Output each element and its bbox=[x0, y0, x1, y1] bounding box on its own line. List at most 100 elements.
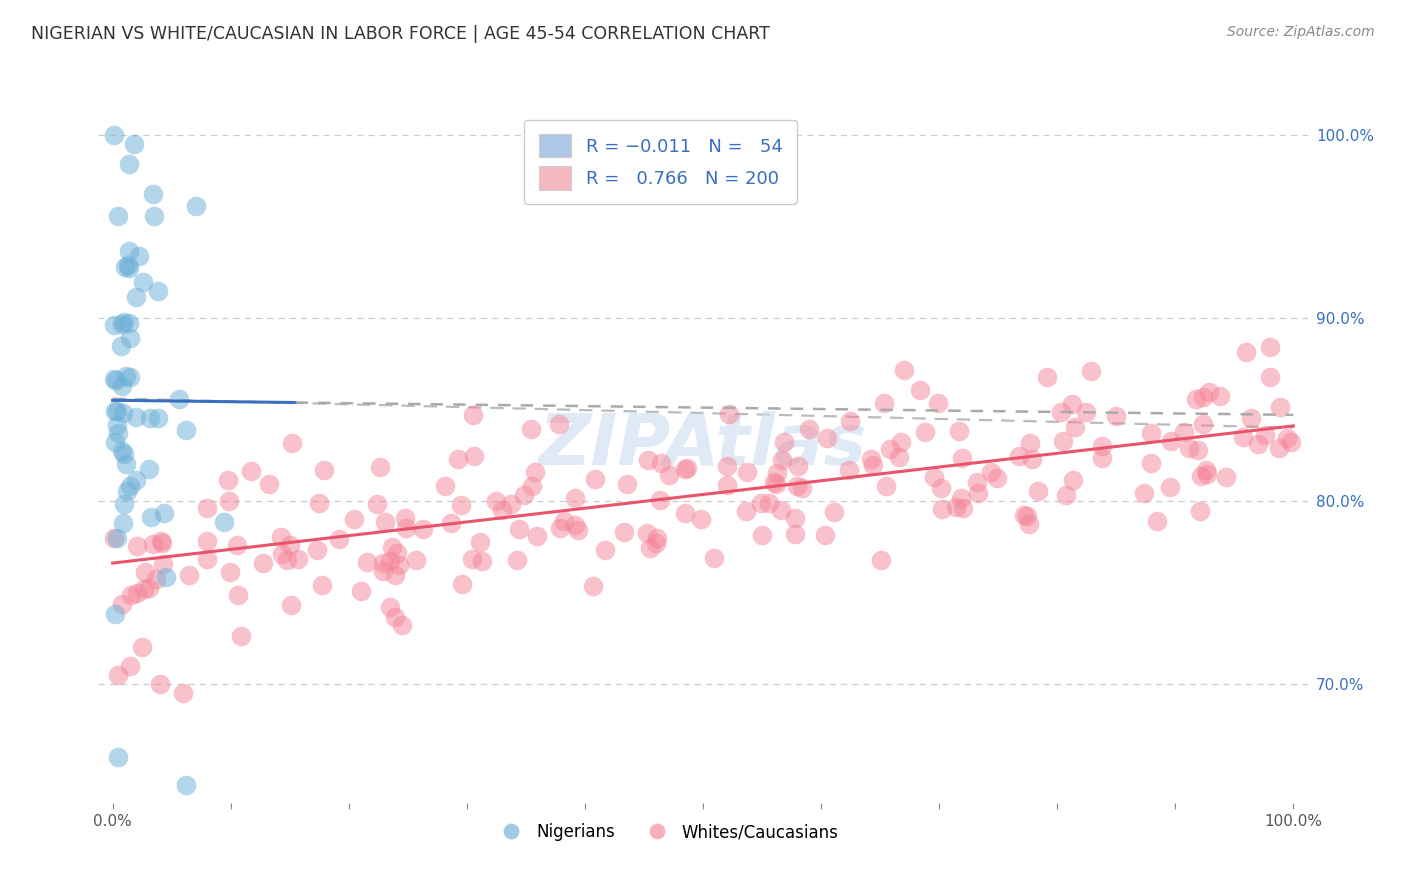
Point bbox=[378, 600, 401, 615]
Point bbox=[118, 157, 141, 171]
Point bbox=[875, 479, 897, 493]
Point bbox=[124, 473, 146, 487]
Point bbox=[1139, 426, 1161, 441]
Point bbox=[553, 514, 575, 528]
Point bbox=[172, 686, 194, 700]
Point bbox=[384, 568, 406, 582]
Point bbox=[735, 503, 758, 517]
Point bbox=[636, 525, 658, 540]
Point bbox=[218, 494, 240, 508]
Point bbox=[463, 449, 485, 463]
Point bbox=[146, 411, 169, 425]
Point bbox=[676, 460, 699, 475]
Point bbox=[567, 523, 589, 537]
Point bbox=[1209, 388, 1232, 402]
Point bbox=[356, 555, 378, 569]
Point bbox=[1268, 441, 1291, 455]
Point bbox=[103, 318, 125, 332]
Point bbox=[1173, 425, 1195, 439]
Point bbox=[1195, 462, 1218, 476]
Point bbox=[177, 568, 200, 582]
Point bbox=[1247, 437, 1270, 451]
Point bbox=[343, 512, 366, 526]
Point bbox=[450, 498, 472, 512]
Point bbox=[887, 450, 910, 465]
Point bbox=[270, 530, 292, 544]
Point bbox=[1189, 469, 1212, 483]
Point bbox=[311, 578, 333, 592]
Point bbox=[149, 533, 172, 548]
Point bbox=[104, 404, 127, 418]
Point bbox=[716, 478, 738, 492]
Point bbox=[838, 463, 860, 477]
Point bbox=[613, 525, 636, 540]
Point bbox=[893, 363, 915, 377]
Point bbox=[381, 540, 404, 554]
Point bbox=[758, 495, 780, 509]
Point bbox=[1187, 443, 1209, 458]
Point bbox=[1076, 405, 1098, 419]
Legend: Nigerians, Whites/Caucasians: Nigerians, Whites/Caucasians bbox=[488, 817, 845, 848]
Point bbox=[110, 339, 132, 353]
Point bbox=[980, 465, 1002, 479]
Point bbox=[447, 452, 470, 467]
Point bbox=[1195, 467, 1218, 481]
Point bbox=[461, 408, 484, 422]
Point bbox=[523, 465, 546, 479]
Point bbox=[593, 543, 616, 558]
Point bbox=[471, 554, 494, 568]
Point bbox=[616, 476, 638, 491]
Point bbox=[103, 435, 125, 450]
Point bbox=[111, 516, 134, 530]
Point bbox=[766, 466, 789, 480]
Point bbox=[371, 564, 394, 578]
Point bbox=[945, 500, 967, 515]
Text: NIGERIAN VS WHITE/CAUCASIAN IN LABOR FORCE | AGE 45-54 CORRELATION CHART: NIGERIAN VS WHITE/CAUCASIAN IN LABOR FOR… bbox=[31, 25, 770, 43]
Point bbox=[138, 411, 160, 425]
Point bbox=[1012, 508, 1035, 522]
Point bbox=[1140, 456, 1163, 470]
Point bbox=[111, 379, 134, 393]
Point bbox=[142, 186, 165, 201]
Point bbox=[115, 368, 138, 383]
Point bbox=[110, 444, 132, 458]
Point bbox=[873, 396, 896, 410]
Point bbox=[1270, 401, 1292, 415]
Point bbox=[440, 516, 463, 530]
Point bbox=[118, 479, 141, 493]
Point bbox=[1054, 488, 1077, 502]
Point bbox=[118, 316, 141, 330]
Point bbox=[491, 503, 513, 517]
Point bbox=[115, 484, 138, 499]
Point bbox=[1021, 451, 1043, 466]
Point bbox=[118, 261, 141, 276]
Point bbox=[278, 537, 301, 551]
Point bbox=[650, 456, 672, 470]
Point bbox=[312, 463, 335, 477]
Point bbox=[134, 566, 156, 580]
Point bbox=[125, 410, 148, 425]
Point bbox=[1018, 516, 1040, 531]
Point bbox=[908, 383, 931, 397]
Point bbox=[773, 435, 796, 450]
Point bbox=[862, 458, 884, 473]
Point bbox=[548, 521, 571, 535]
Point bbox=[141, 509, 163, 524]
Point bbox=[103, 128, 125, 142]
Point bbox=[195, 551, 218, 566]
Point bbox=[138, 581, 160, 595]
Point bbox=[350, 584, 373, 599]
Point bbox=[218, 473, 240, 487]
Point bbox=[658, 468, 681, 483]
Point bbox=[112, 447, 135, 461]
Point bbox=[434, 479, 457, 493]
Point bbox=[879, 442, 901, 457]
Point bbox=[914, 425, 936, 439]
Point bbox=[374, 516, 396, 530]
Point bbox=[799, 422, 821, 436]
Point bbox=[118, 370, 141, 384]
Point bbox=[513, 488, 536, 502]
Point bbox=[127, 586, 149, 600]
Point bbox=[751, 527, 773, 541]
Point bbox=[195, 534, 218, 549]
